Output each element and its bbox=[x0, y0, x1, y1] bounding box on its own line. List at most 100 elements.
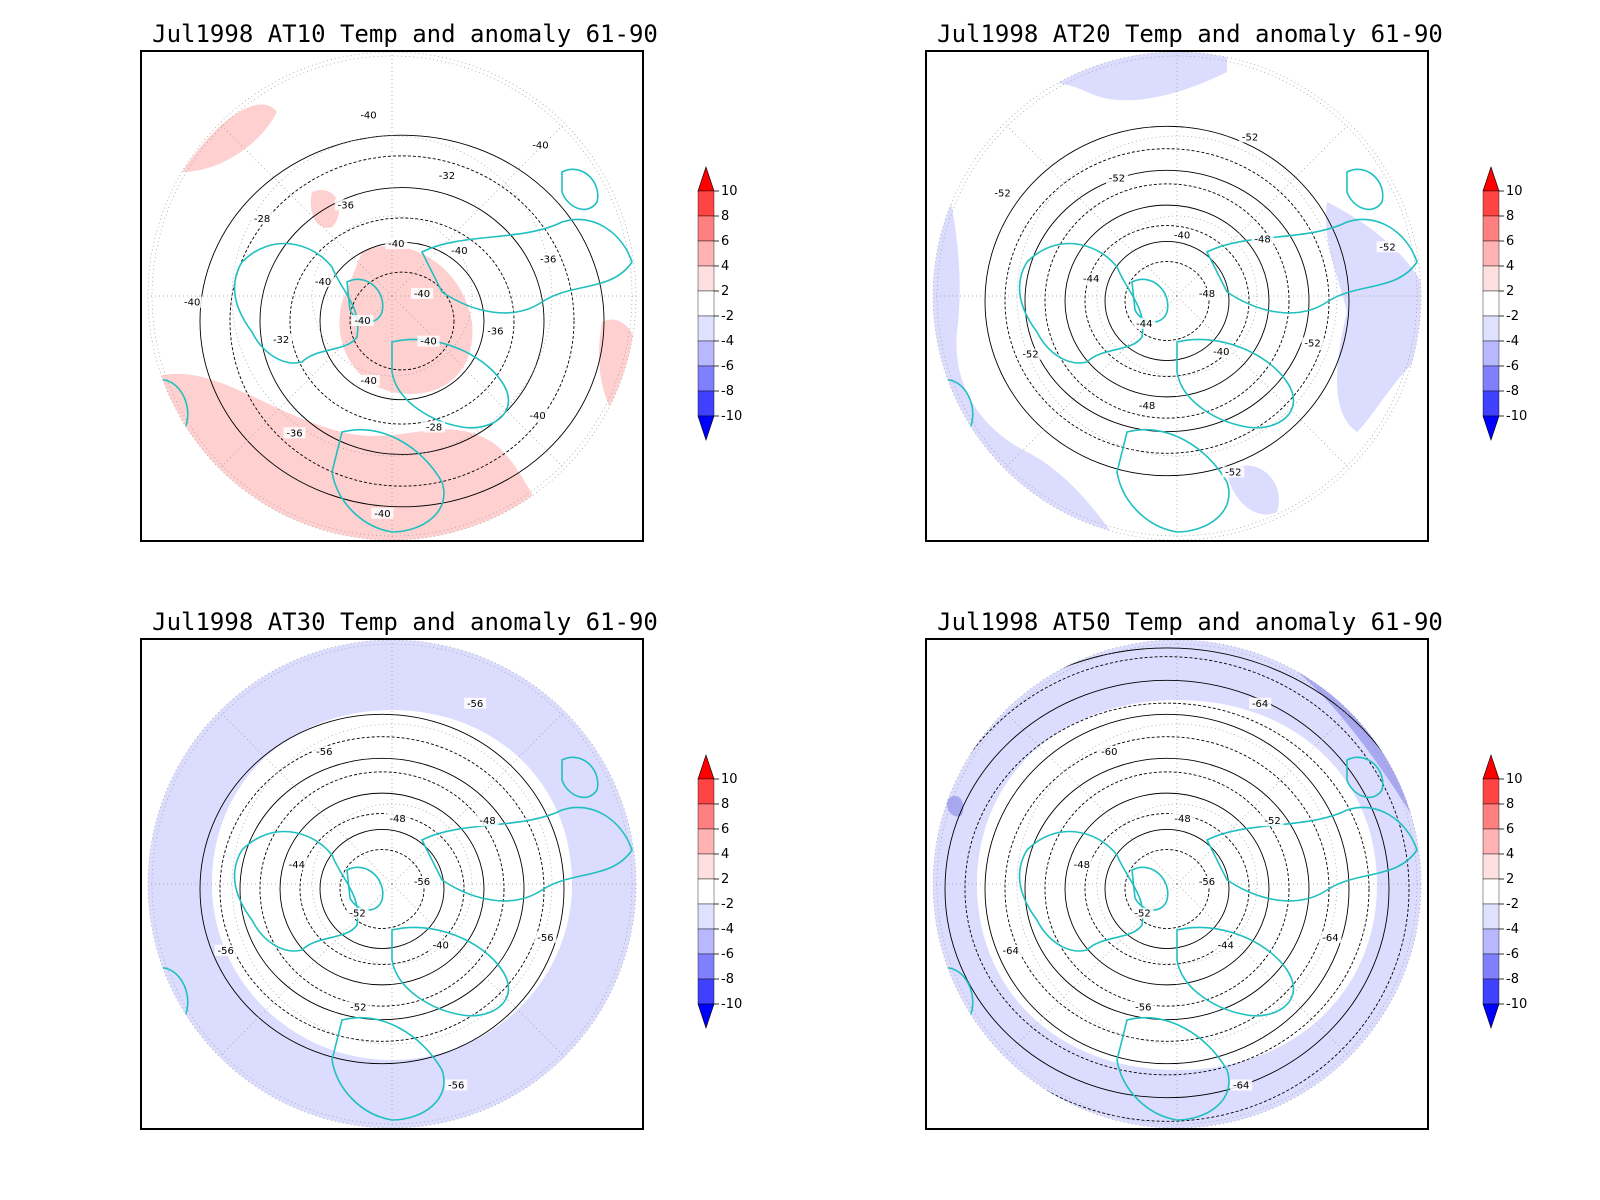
map-boundary bbox=[147, 52, 637, 540]
contour-label-bg bbox=[1376, 241, 1399, 253]
contour-label: -40 bbox=[1174, 231, 1190, 242]
contour-label: -56 bbox=[467, 699, 483, 710]
coastline bbox=[331, 1017, 445, 1121]
temperature-contour bbox=[1084, 225, 1250, 377]
longitude-gridline bbox=[391, 711, 565, 885]
colorbar-segment bbox=[1482, 903, 1500, 930]
contour-label-bg bbox=[411, 876, 433, 887]
contour-label-bg bbox=[1301, 337, 1324, 349]
anomaly-shading bbox=[933, 112, 1117, 540]
colorbar-arrow-top bbox=[697, 166, 715, 192]
coastline bbox=[1131, 866, 1169, 911]
colorbar-tick-label: -10 bbox=[1506, 997, 1527, 1012]
contour-label-bg bbox=[1210, 345, 1233, 357]
colorbar-segment bbox=[1482, 878, 1500, 905]
polar-map: -56 -52 -48 -44 -48 -52 -56 -60 -64 -64 -64 -64 bbox=[925, 638, 1429, 1130]
polar-map: -56 -52 -48 -40 -44 -48 -52 -56 -56 -56 -56 -56 bbox=[140, 638, 644, 1130]
colorbar-tick-label: 2 bbox=[721, 284, 729, 299]
contour-label: -48 bbox=[1174, 814, 1190, 825]
coastline bbox=[1131, 278, 1169, 323]
colorbar-segment bbox=[1482, 928, 1500, 955]
contour-label-bg bbox=[270, 333, 293, 345]
colorbar-segment bbox=[697, 878, 715, 905]
colorbar-segment bbox=[697, 240, 715, 267]
colorbar-segment bbox=[1482, 853, 1500, 880]
anomaly-shading bbox=[182, 104, 277, 172]
colorbar-segment bbox=[1482, 778, 1500, 805]
colorbar-segment bbox=[697, 390, 715, 417]
map-panel-at10: Jul1998 AT10 Temp and anomaly 61-90 -40 -… bbox=[140, 20, 780, 580]
contour-label: -52 bbox=[1264, 816, 1280, 827]
colorbar-segment bbox=[1482, 265, 1500, 292]
temperature-contour bbox=[299, 813, 465, 965]
contour-label-bg bbox=[346, 907, 369, 919]
contour-label-bg bbox=[283, 427, 306, 439]
contour-label: -52 bbox=[349, 909, 365, 920]
contour-label: -40 bbox=[420, 337, 436, 348]
colorbar-tick-label: 2 bbox=[721, 872, 729, 887]
contour-label-bg bbox=[1132, 1001, 1155, 1013]
contour-label: -64 bbox=[1233, 1080, 1249, 1091]
anomaly-colorbar: 10 8 6 4 2 -2 -4 -6 -8 -10 bbox=[690, 165, 760, 445]
contour-label-bg bbox=[285, 859, 308, 871]
colorbar-tick-label: -4 bbox=[1506, 334, 1519, 349]
colorbar-arrow-top bbox=[1482, 754, 1500, 780]
coastline bbox=[331, 429, 445, 533]
contour-label: -40 bbox=[361, 376, 377, 387]
coastline bbox=[1346, 168, 1384, 211]
colorbar-segment bbox=[1482, 953, 1500, 980]
contour-label-bg bbox=[1171, 229, 1194, 241]
colorbar-arrow-top bbox=[697, 754, 715, 780]
contour-label-bg bbox=[476, 815, 499, 827]
colorbar-segment bbox=[697, 315, 715, 342]
colorbar-segment bbox=[697, 978, 715, 1005]
longitude-gridline bbox=[391, 295, 565, 469]
panel-title: Jul1998 AT10 Temp and anomaly 61-90 bbox=[152, 20, 658, 48]
temperature-contour bbox=[319, 829, 445, 949]
anomaly-shading bbox=[1227, 465, 1279, 515]
colorbar-tick-label: -6 bbox=[721, 359, 734, 374]
colorbar-segment bbox=[697, 290, 715, 317]
panel-title: Jul1998 AT50 Temp and anomaly 61-90 bbox=[937, 608, 1443, 636]
colorbar-arrow-bottom bbox=[697, 1003, 715, 1029]
contour-label: -40 bbox=[374, 509, 390, 520]
contour-label-bg bbox=[999, 944, 1022, 956]
temperature-contour bbox=[279, 792, 485, 986]
coastline bbox=[1205, 218, 1418, 314]
contour-label: -52 bbox=[994, 188, 1010, 199]
contour-label: -48 bbox=[1254, 235, 1270, 246]
contour-label: -48 bbox=[1074, 860, 1090, 871]
colorbar-tick-label: -8 bbox=[721, 972, 734, 987]
colorbar-tick-label: -6 bbox=[1506, 947, 1519, 962]
longitude-gridline bbox=[219, 711, 393, 885]
colorbar-svg: 10 8 6 4 2 -2 -4 -6 -8 -10 bbox=[697, 166, 742, 441]
coastline bbox=[391, 926, 510, 1017]
contour-label: -52 bbox=[1225, 467, 1241, 478]
contour-label: -44 bbox=[1083, 274, 1099, 285]
contour-label: -36 bbox=[487, 327, 503, 338]
map-panel-at50: Jul1998 AT50 Temp and anomaly 61-90 -56-… bbox=[925, 608, 1565, 1168]
contour-label-bg bbox=[417, 335, 440, 347]
contour-label: -44 bbox=[1136, 319, 1152, 330]
map-boundary bbox=[932, 640, 1422, 1128]
contour-label-bg bbox=[371, 507, 394, 519]
map-layer bbox=[148, 52, 636, 540]
coastline bbox=[561, 756, 599, 799]
colorbar-segment bbox=[1482, 365, 1500, 392]
contour-label: -40 bbox=[388, 239, 404, 250]
anomaly-colorbar: 10 8 6 4 2 -2 -4 -6 -8 -10 bbox=[1475, 165, 1545, 445]
colorbar-tick-label: -4 bbox=[721, 334, 734, 349]
coastline bbox=[391, 338, 510, 429]
colorbar-segment bbox=[1482, 190, 1500, 217]
contour-label-bg bbox=[534, 931, 557, 943]
temperature-contour bbox=[1024, 169, 1310, 433]
temperature-contour bbox=[1124, 849, 1210, 929]
temperature-contour bbox=[289, 217, 515, 425]
contour-label: -48 bbox=[1199, 289, 1215, 300]
coastline bbox=[346, 866, 384, 911]
contour-label-bg bbox=[1196, 876, 1218, 887]
temperature-contour bbox=[984, 713, 1350, 1065]
colorbar-tick-label: -6 bbox=[721, 947, 734, 962]
anomaly-colorbar: 10 8 6 4 2 -2 -4 -6 -8 -10 bbox=[690, 753, 760, 1033]
colorbar-tick-label: 8 bbox=[721, 797, 729, 812]
